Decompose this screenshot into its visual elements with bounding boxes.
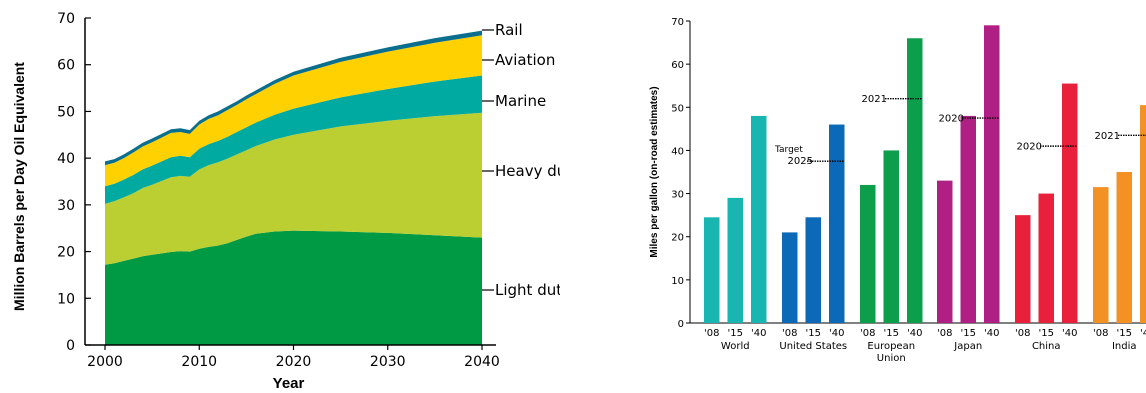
group-label-european-union: Union [877,353,906,364]
bar-united-states-2 [829,124,845,324]
bar-year-label: '08 [704,328,719,339]
x-tick-label: 2020 [276,354,312,370]
bar-year-label: '40 [984,328,999,339]
y-axis-title: Million Barrels per Day Oil Equivalent [11,62,27,311]
bar-united-states-1 [805,217,821,323]
group-label-india: India [1112,341,1137,352]
area-layer-marine [105,75,482,204]
group-label-united-states: United States [779,341,847,352]
legend-label-marine: Marine [495,92,546,110]
bar-world-2 [751,115,767,324]
bar-y-tick-label: 50 [671,103,684,114]
target-year-label: 2020 [939,114,964,125]
area-layer-aviation [105,35,482,187]
legend-label-rail: Rail [495,21,523,39]
bar-year-label: '08 [782,328,797,339]
legend-label-heavy-duty: Heavy duty [495,162,560,180]
y-tick-label: 40 [57,151,75,167]
group-label-european-union: European [867,341,915,352]
bar-year-label: '15 [1117,328,1132,339]
group-label-world: World [721,341,750,352]
bar-china-2 [1062,83,1078,323]
target-year-label: 2021 [862,94,887,105]
x-tick-label: 2040 [464,354,500,370]
bar-y-tick-label: 20 [671,233,684,244]
bar-china-0 [1015,215,1031,323]
x-tick-label: 2010 [181,354,217,370]
bar-year-label: '08 [1093,328,1108,339]
bar-year-label: '40 [1062,328,1077,339]
bar-china-1 [1038,193,1054,323]
bar-year-label: '40 [1140,328,1146,339]
y-tick-label: 70 [57,11,75,27]
bar-y-tick-label: 40 [671,146,684,157]
x-axis-title: Year [273,375,305,392]
bar-world-0 [704,217,720,323]
bar-world-1 [727,197,743,323]
bar-year-label: '40 [907,328,922,339]
y-tick-label: 60 [57,58,75,74]
y-tick-label: 50 [57,104,75,120]
x-tick-label: 2030 [370,354,406,370]
bar-european-union-2 [907,38,923,323]
bar-year-label: '08 [1015,328,1030,339]
bar-year-label: '15 [884,328,899,339]
bar-y-tick-label: 60 [671,60,684,71]
bar-y-tick-label: 10 [671,276,684,287]
bar-japan-2 [984,25,1000,324]
y-tick-label: 0 [66,338,75,354]
bar-year-label: '15 [961,328,976,339]
bar-year-label: '15 [728,328,743,339]
bar-year-label: '08 [860,328,875,339]
bar-y-tick-label: 70 [671,17,684,28]
bar-india-2 [1140,105,1146,323]
bar-european-union-0 [860,184,876,323]
target-year-label: 2020 [1017,142,1042,153]
x-tick-label: 2000 [87,354,123,370]
bar-year-label: '15 [1039,328,1054,339]
group-label-china: China [1032,341,1061,352]
y-tick-label: 10 [57,291,75,307]
bar-y-tick-label: 30 [671,190,684,201]
legend-label-aviation: Aviation [495,51,555,69]
group-label-japan: Japan [953,341,982,352]
bar-india-0 [1093,187,1109,323]
bar-y-tick-label: 0 [678,319,684,330]
bar-european-union-1 [883,150,899,323]
y-tick-label: 20 [57,245,75,261]
target-year-label: 2021 [1095,131,1120,142]
bar-united-states-0 [782,232,798,323]
bar-india-1 [1116,172,1132,323]
bar-japan-0 [937,180,953,323]
legend-label-light-duty: Light duty [495,281,560,299]
area-layer-light-duty [105,230,482,345]
bar-year-label: '15 [806,328,821,339]
bar-year-label: '40 [829,328,844,339]
bar-year-label: '40 [751,328,766,339]
target-label: Target [774,145,803,155]
target-year-label: 2025 [788,156,813,167]
bar-y-axis-title: Miles per gallon (on-road estimates) [649,86,660,257]
bar-japan-1 [960,115,976,324]
bar-year-label: '08 [937,328,952,339]
area-layer-heavy-duty [105,112,482,265]
y-tick-label: 30 [57,198,75,214]
